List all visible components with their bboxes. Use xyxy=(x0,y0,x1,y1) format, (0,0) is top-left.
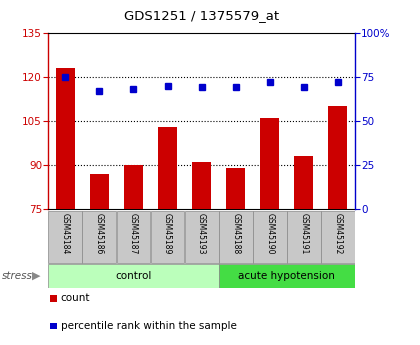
Bar xyxy=(90,174,109,209)
Bar xyxy=(219,264,355,288)
Bar xyxy=(82,211,116,263)
Bar xyxy=(124,165,143,209)
Text: GSM45191: GSM45191 xyxy=(299,213,308,254)
Text: ▶: ▶ xyxy=(32,271,40,281)
Bar xyxy=(185,211,218,263)
Text: GSM45184: GSM45184 xyxy=(61,213,70,254)
Bar xyxy=(192,162,211,209)
Bar xyxy=(151,211,184,263)
Text: control: control xyxy=(115,271,152,281)
Bar xyxy=(287,211,321,263)
Bar xyxy=(219,211,252,263)
Text: GSM45186: GSM45186 xyxy=(95,213,104,254)
Bar xyxy=(158,127,177,209)
Text: acute hypotension: acute hypotension xyxy=(238,271,335,281)
Bar xyxy=(48,211,82,263)
Text: GSM45193: GSM45193 xyxy=(197,213,206,254)
Text: stress: stress xyxy=(2,271,33,281)
Text: GSM45190: GSM45190 xyxy=(265,213,274,254)
Text: GSM45188: GSM45188 xyxy=(231,213,240,254)
Text: GSM45189: GSM45189 xyxy=(163,213,172,254)
Bar xyxy=(253,211,287,263)
Text: count: count xyxy=(61,294,90,303)
Text: GSM45192: GSM45192 xyxy=(333,213,342,254)
Bar xyxy=(321,211,355,263)
Bar xyxy=(48,264,218,288)
Text: GSM45187: GSM45187 xyxy=(129,213,138,254)
Bar xyxy=(260,118,279,209)
Bar xyxy=(294,156,313,209)
Bar xyxy=(328,106,347,209)
Text: percentile rank within the sample: percentile rank within the sample xyxy=(61,321,237,331)
Text: GDS1251 / 1375579_at: GDS1251 / 1375579_at xyxy=(124,9,279,22)
Bar xyxy=(226,168,245,209)
Bar xyxy=(56,68,75,209)
Bar xyxy=(116,211,150,263)
